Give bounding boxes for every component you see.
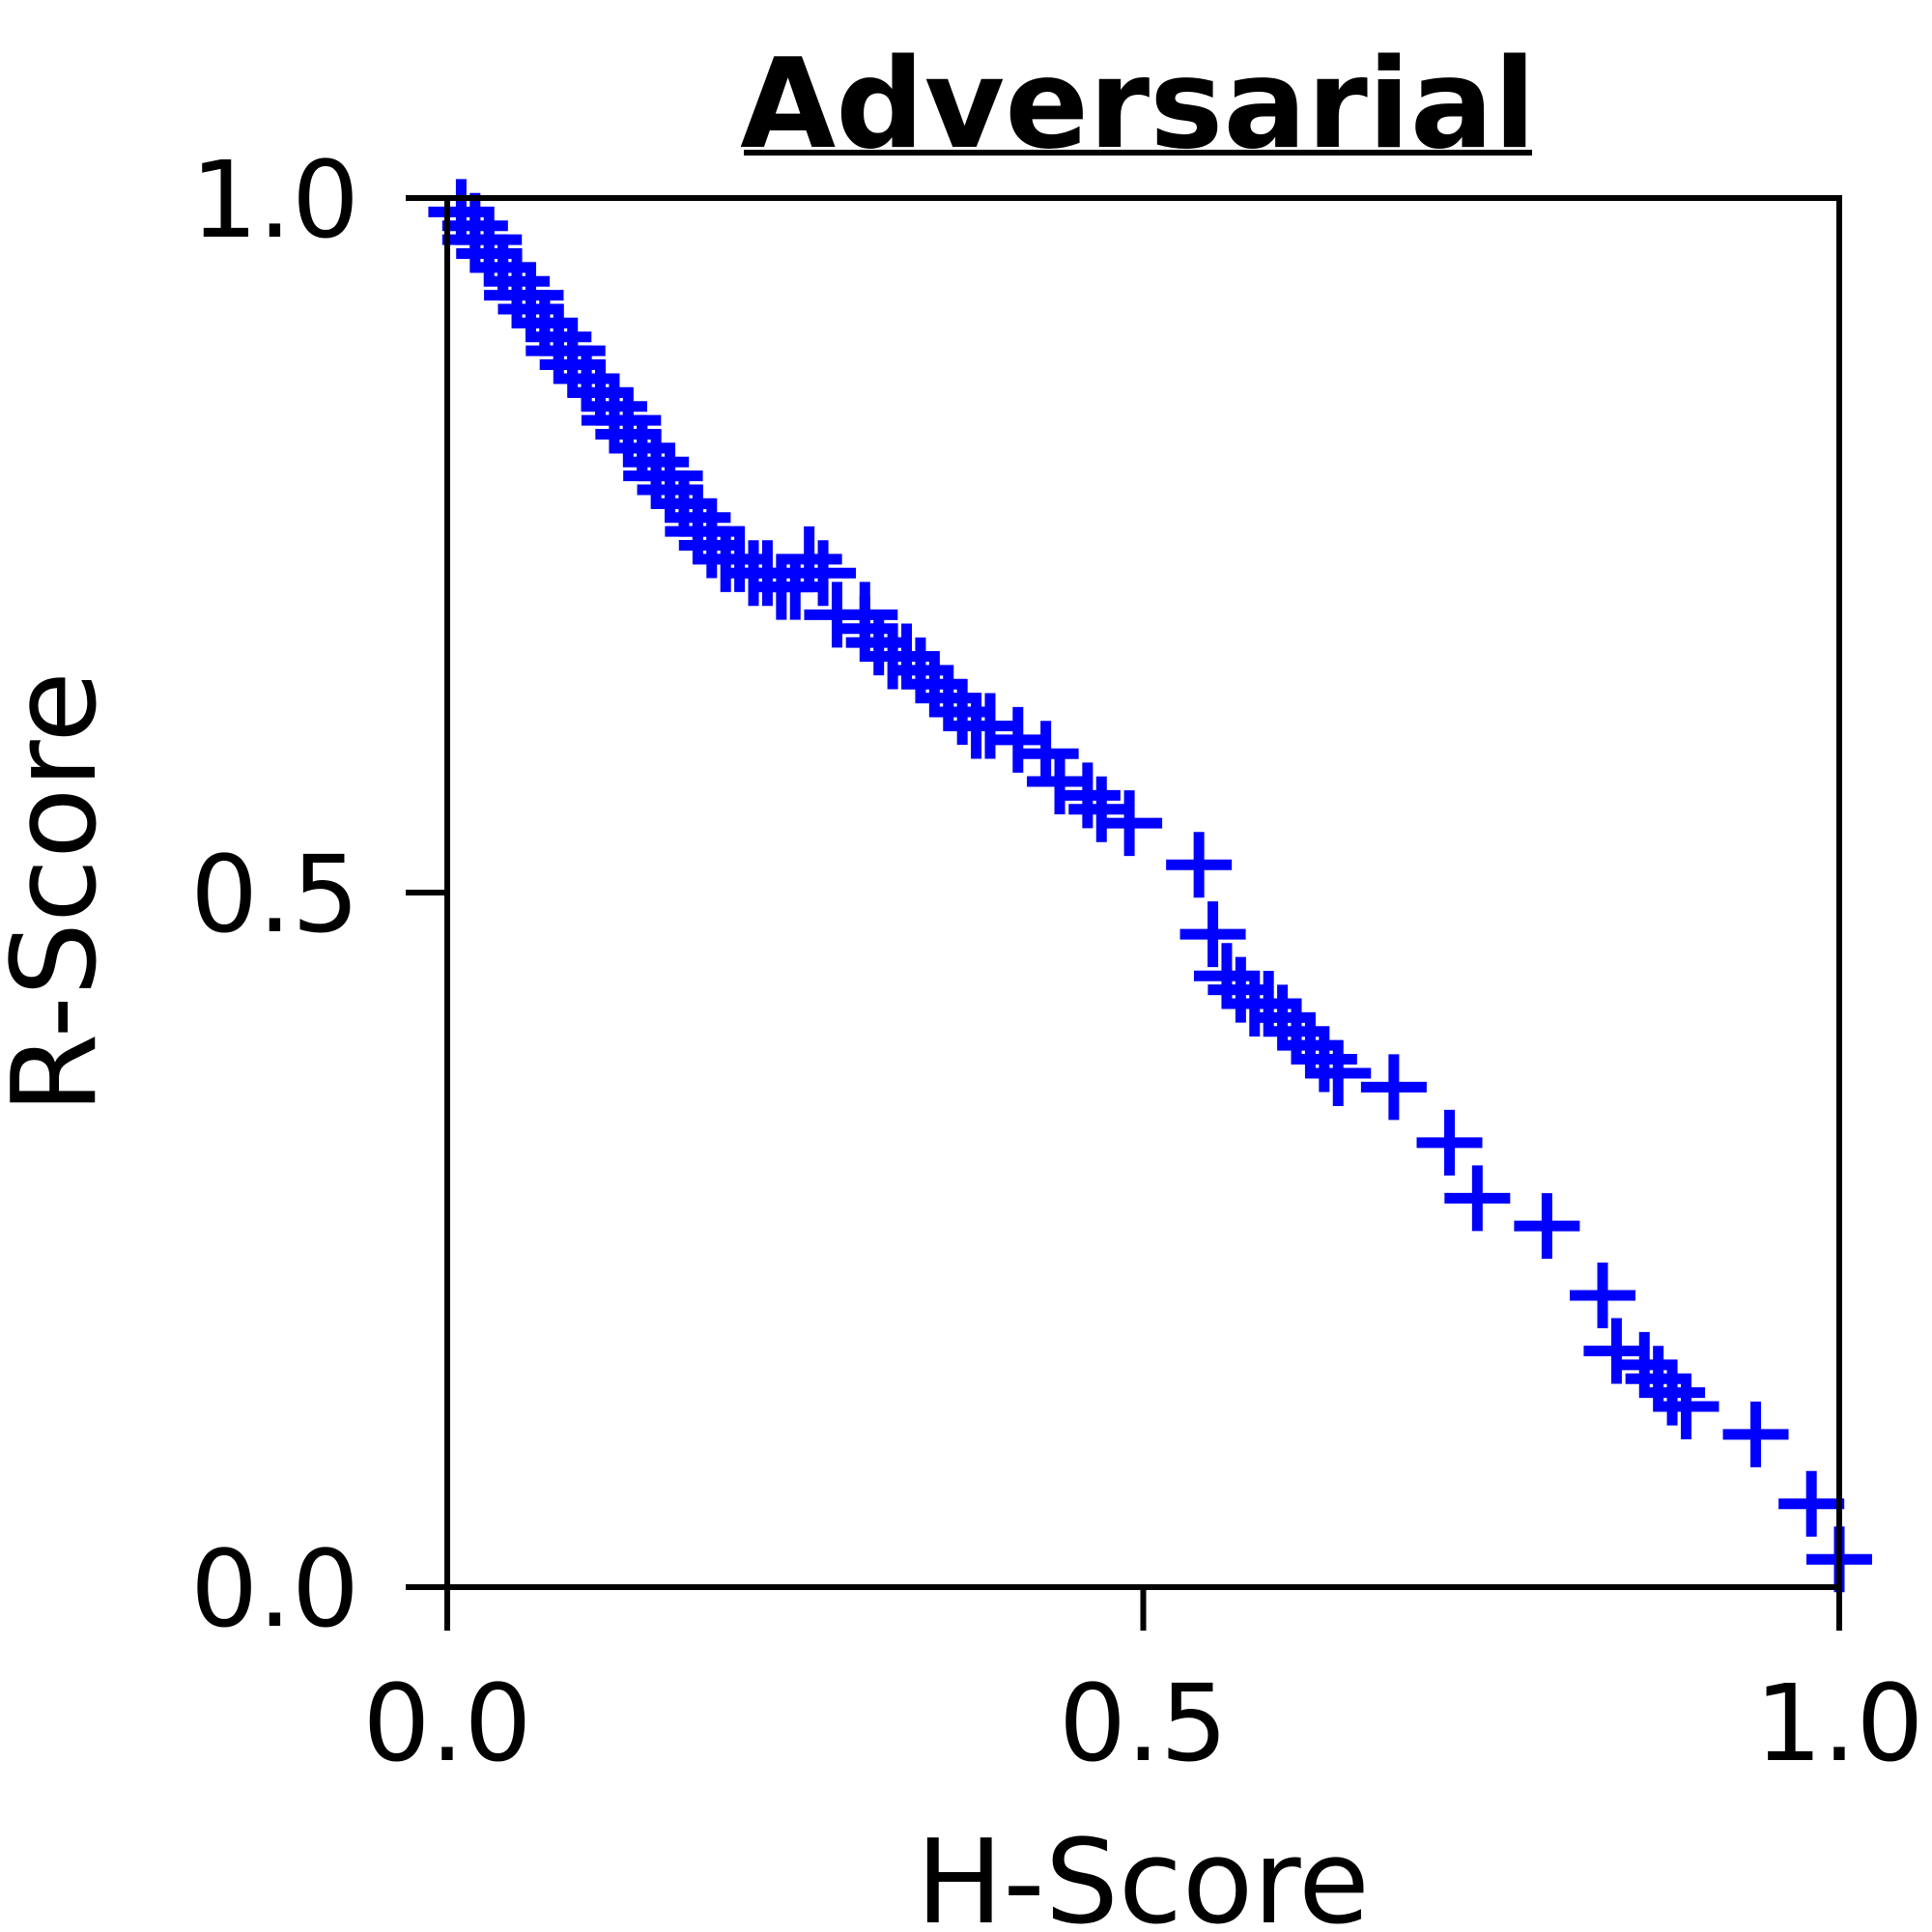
x-axis-ticks: 0.0 0.5 1.0 [363, 1587, 1924, 1785]
scatter-point [1570, 1263, 1636, 1329]
scatter-point [637, 456, 703, 523]
scatter-point [1514, 1193, 1580, 1260]
scatter-point [929, 679, 996, 746]
scatter-point [1360, 1054, 1427, 1121]
scatter-point [1236, 971, 1302, 1037]
y-tick-label: 0.0 [190, 1527, 359, 1651]
scatter-point [567, 359, 634, 426]
scatter-point [1291, 1026, 1357, 1093]
scatter-point [539, 331, 606, 398]
scatter-point [832, 582, 898, 648]
scatter-point [1639, 1359, 1706, 1426]
scatter-point [1264, 998, 1330, 1065]
scatter-point [915, 665, 981, 731]
scatter-point [1583, 1318, 1650, 1384]
x-tick-label: 0.5 [1059, 1662, 1228, 1785]
scatter-point [428, 179, 495, 245]
scatter-point [1054, 762, 1121, 829]
scatter-point [1193, 943, 1260, 1009]
x-tick-label: 0.0 [363, 1662, 532, 1785]
scatter-point [1653, 1374, 1719, 1440]
y-axis-label: R-Score [0, 671, 123, 1114]
scatter-point [1778, 1470, 1845, 1537]
scatter-points [428, 179, 1872, 1593]
scatter-point [1249, 984, 1316, 1051]
x-axis-label: H-Score [916, 1816, 1370, 1932]
scatter-point [776, 526, 842, 592]
scatter-point [1611, 1331, 1678, 1398]
scatter-point [762, 554, 829, 620]
scatter-point [1305, 1039, 1372, 1106]
scatter-point [845, 610, 912, 676]
scatter-point [1096, 790, 1163, 857]
scatter-point [678, 512, 745, 579]
y-tick-label: 0.5 [190, 833, 359, 956]
scatter-point [1166, 832, 1233, 898]
scatter-point [1179, 901, 1246, 968]
scatter-point [1068, 776, 1135, 842]
scatter-point [1416, 1109, 1483, 1176]
scatter-point [1625, 1346, 1691, 1412]
scatter-point [1208, 956, 1274, 1023]
scatter-point [1444, 1165, 1511, 1232]
scatter-point [873, 623, 940, 690]
scatter-point [887, 637, 953, 703]
scatter-point [706, 526, 773, 592]
scatter-point [456, 220, 523, 287]
scatter-point [1722, 1401, 1789, 1467]
scatter-point [1027, 748, 1094, 814]
scatter-point [609, 414, 675, 481]
scatter-point [511, 290, 578, 356]
scatter-point [1277, 1012, 1344, 1079]
scatter-point [595, 401, 662, 468]
scatter-point [790, 540, 857, 607]
y-tick-label: 1.0 [190, 138, 359, 262]
scatter-point [901, 651, 968, 718]
x-tick-label: 1.0 [1755, 1662, 1924, 1785]
scatter-point [984, 706, 1051, 773]
scatter-point [554, 345, 620, 412]
scatter-point [650, 470, 717, 537]
y-axis-ticks: 0.0 0.5 1.0 [190, 138, 447, 1651]
scatter-point [469, 234, 536, 300]
scatter-point [1012, 721, 1079, 787]
scatter-point [956, 693, 1023, 759]
scatter-point [734, 540, 801, 607]
scatter-point [497, 276, 564, 343]
